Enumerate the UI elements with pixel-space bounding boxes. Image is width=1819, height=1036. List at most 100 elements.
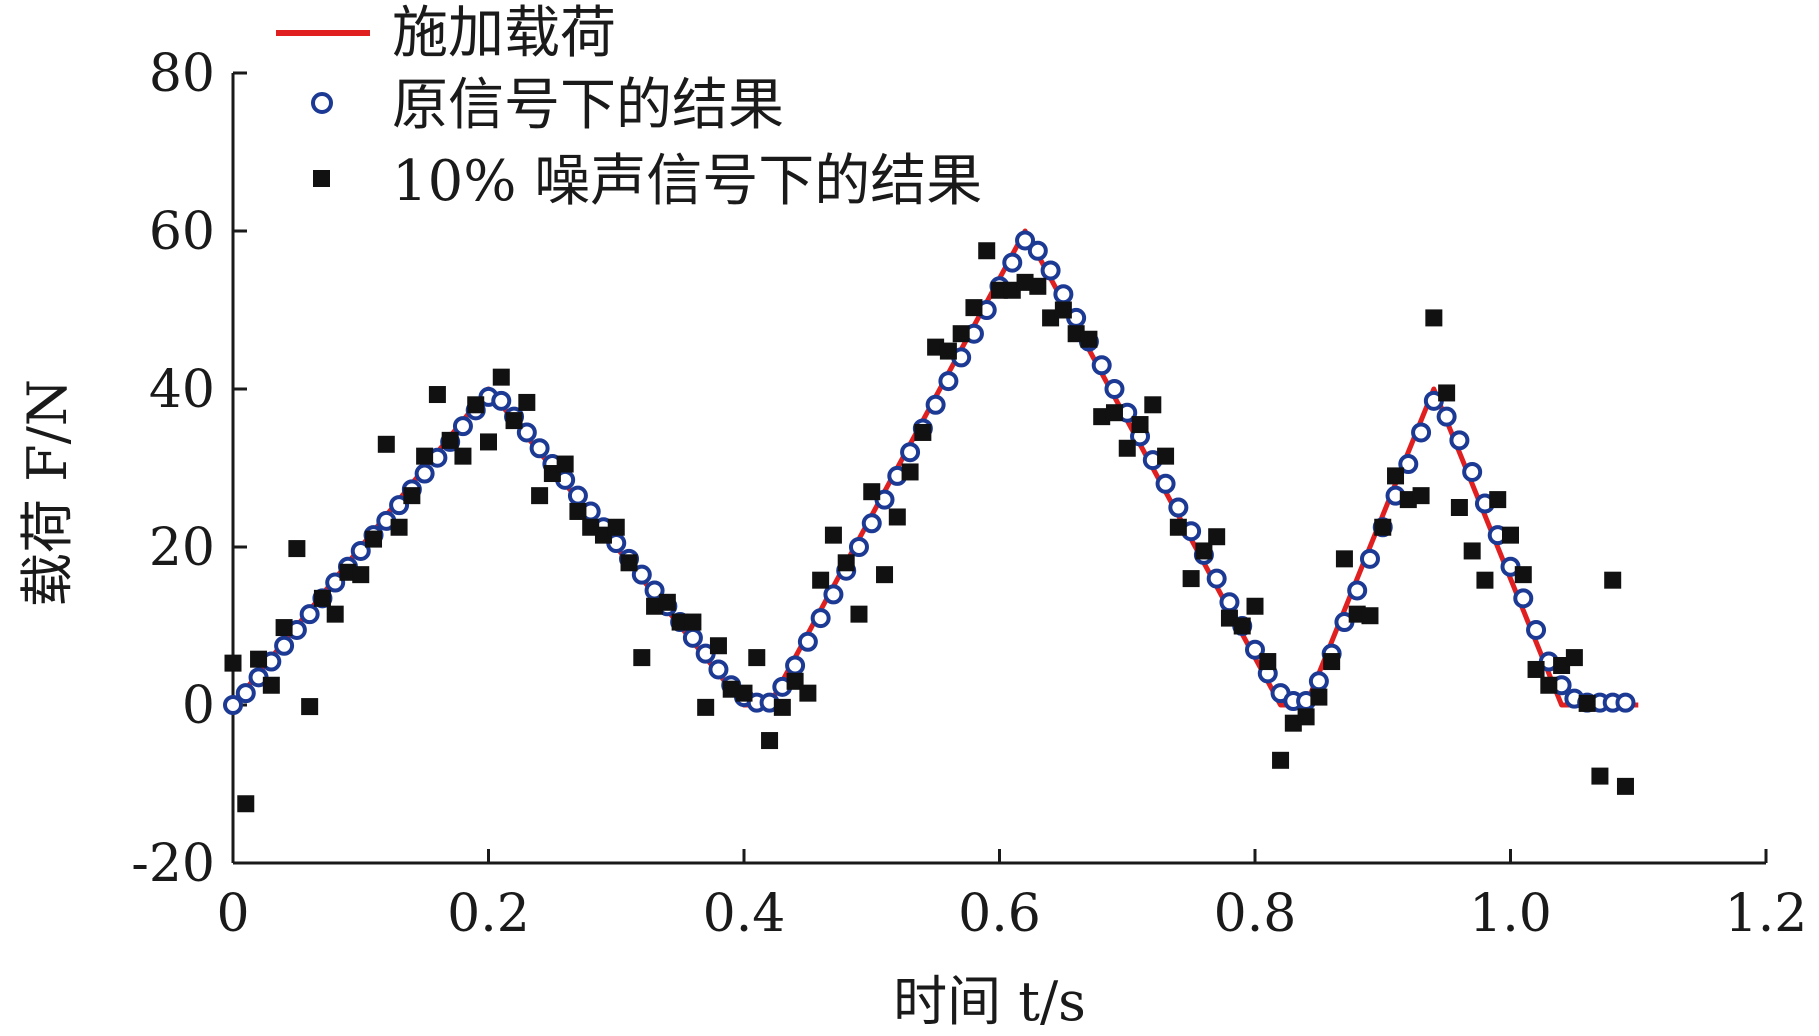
original-signal-point [1104, 379, 1125, 399]
noisy-signal-point [735, 684, 753, 702]
noisy-signal-point [377, 435, 395, 453]
original-signal-point [1347, 580, 1368, 601]
noisy-signal-point [901, 463, 919, 481]
noisy-signal-point [390, 518, 408, 536]
noisy-signal-point [1220, 609, 1238, 627]
noisy-signal-point [1374, 518, 1392, 536]
noisy-signal-point [313, 589, 331, 607]
noisy-signal-point [607, 518, 625, 536]
noisy-signal-point [799, 684, 817, 702]
noisy-signal-point [978, 242, 996, 260]
noisy-signal-point [965, 299, 983, 317]
noisy-signal-point [250, 650, 268, 668]
original-signal-point [1359, 548, 1380, 569]
x-tick-label: 0.8 [1214, 884, 1297, 944]
noisy-signal-point [876, 566, 894, 584]
noisy-signal-point [658, 593, 676, 611]
original-signal-point [452, 416, 473, 437]
noisy-signal-point [1425, 309, 1443, 327]
original-signal-point [1168, 497, 1189, 518]
y-tick-label: 80 [149, 44, 215, 104]
original-signal-point [1513, 588, 1534, 609]
original-signal-point [299, 604, 320, 625]
series-noisy-signal [224, 242, 1634, 813]
original-signal-point [325, 572, 346, 593]
noisy-signal-point [428, 386, 446, 404]
noisy-signal-point [927, 338, 945, 356]
legend-noisy-signal-label: 10% 噪声信号下的结果 [392, 149, 982, 214]
noisy-signal-point [1208, 528, 1226, 546]
noisy-signal-point [1387, 467, 1405, 485]
noisy-signal-point [480, 433, 497, 451]
noisy-signal-point [1399, 491, 1417, 509]
noisy-signal-point [824, 526, 842, 544]
original-signal-point [414, 463, 435, 484]
noisy-signal-point [1105, 404, 1123, 422]
noisy-signal-point [1502, 526, 1519, 544]
noisy-signal-point [939, 342, 957, 360]
noisy-signal-point [1118, 439, 1136, 457]
legend-original-signal-swatch [311, 92, 333, 114]
original-signal-point [491, 390, 512, 411]
original-signal-point [235, 683, 256, 704]
noisy-signal-point [1616, 777, 1634, 795]
applied-load-line [231, 228, 1639, 708]
y-tick-label: 20 [149, 518, 215, 578]
noisy-signal-point [633, 649, 651, 667]
noisy-signal-point [812, 571, 830, 589]
noisy-signal-point [1272, 751, 1290, 769]
noisy-signal-point [1003, 281, 1021, 299]
noisy-signal-point [1093, 408, 1111, 426]
noisy-signal-point [1080, 330, 1098, 348]
noisy-signal-point [1578, 694, 1596, 712]
noisy-signal-point [1284, 714, 1302, 732]
noisy-signal-point [1182, 570, 1200, 588]
noisy-signal-point [1195, 542, 1213, 560]
noisy-signal-point [709, 637, 727, 655]
noisy-signal-point [1565, 649, 1583, 667]
original-signal-point [708, 659, 729, 680]
original-signal-point [1053, 284, 1074, 305]
noisy-signal-point [1348, 605, 1366, 623]
noisy-signal-point [888, 508, 906, 526]
noisy-signal-point [863, 483, 881, 501]
noisy-signal-point [1361, 607, 1379, 625]
original-signal-point [1449, 430, 1470, 451]
noisy-signal-point [914, 423, 932, 441]
original-signal-point [516, 422, 537, 443]
original-signal-point [1615, 692, 1636, 713]
x-tick-label: 0.4 [703, 884, 786, 944]
noisy-signal-point [1259, 653, 1277, 671]
noisy-signal-point [531, 487, 549, 505]
noisy-signal-point [569, 502, 587, 520]
original-signal-point [567, 485, 588, 506]
noisy-signal-point [1054, 301, 1072, 319]
original-signal-point [1155, 473, 1176, 494]
noisy-signal-point [850, 605, 868, 623]
original-signal-point [810, 608, 831, 629]
noisy-signal-point [1067, 325, 1085, 343]
noisy-signal-point [275, 619, 293, 637]
noisy-signal-point [1527, 660, 1545, 678]
legend-noisy-signal-swatch [313, 170, 330, 187]
noisy-signal-point [1591, 767, 1609, 785]
noisy-signal-point [1297, 708, 1315, 726]
noisy-signal-point [1553, 657, 1571, 674]
noisy-signal-point [952, 325, 970, 343]
noisy-signal-point [1476, 571, 1494, 589]
original-signal-point [900, 442, 921, 463]
original-signal-point [1091, 355, 1112, 376]
noisy-signal-point [594, 526, 612, 544]
noisy-signal-point [492, 368, 510, 386]
noisy-signal-point [620, 554, 638, 572]
noisy-signal-point [505, 412, 523, 430]
noisy-signal-point [1540, 676, 1558, 694]
x-tick-label: 0 [216, 884, 249, 944]
y-tick-label: 60 [149, 202, 215, 262]
noisy-signal-point [1489, 491, 1507, 509]
original-signal-point [1040, 260, 1061, 281]
original-signal-point [1398, 454, 1419, 475]
noisy-signal-point [1157, 447, 1175, 465]
noisy-signal-point [1463, 542, 1481, 560]
x-tick-label: 1.0 [1469, 884, 1552, 944]
